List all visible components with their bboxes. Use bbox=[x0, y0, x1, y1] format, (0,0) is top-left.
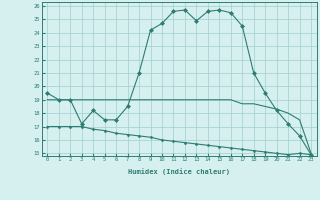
X-axis label: Humidex (Indice chaleur): Humidex (Indice chaleur) bbox=[128, 168, 230, 175]
